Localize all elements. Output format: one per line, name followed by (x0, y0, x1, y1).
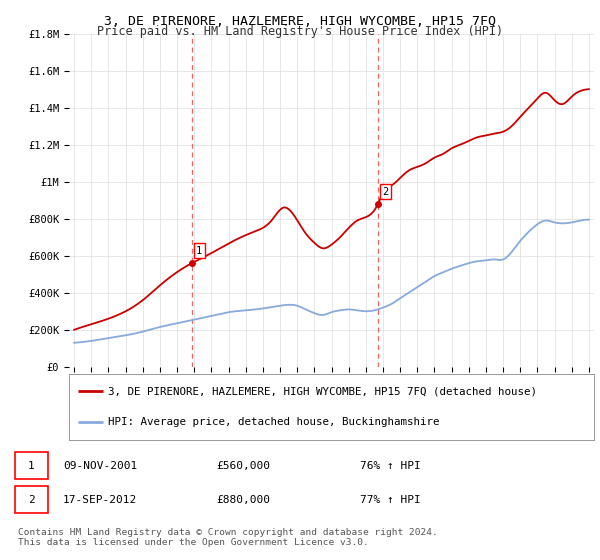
Text: 3, DE PIRENORE, HAZLEMERE, HIGH WYCOMBE, HP15 7FQ: 3, DE PIRENORE, HAZLEMERE, HIGH WYCOMBE,… (104, 15, 496, 27)
Text: 2: 2 (382, 186, 389, 197)
Text: 09-NOV-2001: 09-NOV-2001 (63, 461, 137, 471)
Text: £560,000: £560,000 (216, 461, 270, 471)
Text: HPI: Average price, detached house, Buckinghamshire: HPI: Average price, detached house, Buck… (109, 417, 440, 427)
Text: Price paid vs. HM Land Registry's House Price Index (HPI): Price paid vs. HM Land Registry's House … (97, 25, 503, 38)
Text: 2: 2 (28, 494, 35, 505)
Text: 1: 1 (196, 246, 202, 256)
Text: £880,000: £880,000 (216, 494, 270, 505)
Text: 3, DE PIRENORE, HAZLEMERE, HIGH WYCOMBE, HP15 7FQ (detached house): 3, DE PIRENORE, HAZLEMERE, HIGH WYCOMBE,… (109, 386, 538, 396)
Text: 76% ↑ HPI: 76% ↑ HPI (360, 461, 421, 471)
Text: 1: 1 (28, 461, 35, 471)
Text: 77% ↑ HPI: 77% ↑ HPI (360, 494, 421, 505)
Text: 17-SEP-2012: 17-SEP-2012 (63, 494, 137, 505)
Text: Contains HM Land Registry data © Crown copyright and database right 2024.
This d: Contains HM Land Registry data © Crown c… (18, 528, 438, 547)
